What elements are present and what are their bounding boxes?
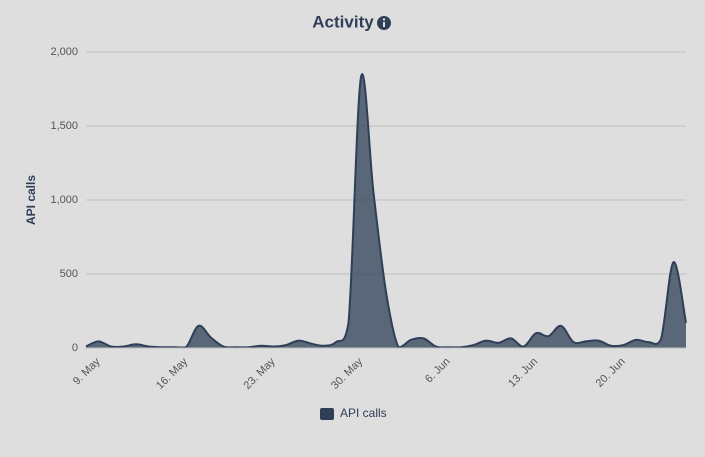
y-axis-title: API calls — [24, 175, 38, 225]
line — [85, 73, 687, 349]
info-dot — [382, 18, 386, 21]
y-tick-label: 1,000 — [50, 194, 78, 206]
info-icon[interactable] — [377, 16, 391, 30]
x-tick-label: 16. May — [154, 355, 191, 392]
legend-label: API calls — [340, 406, 387, 420]
legend-swatch — [320, 408, 334, 420]
area — [86, 74, 686, 349]
x-tick-label: 13. Jun — [506, 356, 540, 390]
chart-title: Activity — [312, 12, 374, 31]
info-stem — [383, 22, 385, 27]
y-tick-label: 1,500 — [50, 120, 78, 132]
y-tick-label: 500 — [60, 268, 78, 280]
y-tick-label: 2,000 — [50, 46, 78, 58]
x-tick-label: 9. May — [71, 355, 103, 387]
y-tick-label: 0 — [72, 342, 78, 354]
x-tick-label: 23. May — [242, 355, 279, 392]
x-tick-label: 30. May — [329, 355, 366, 392]
x-tick-label: 6. Jun — [423, 356, 453, 386]
x-tick-label: 20. Jun — [594, 356, 628, 390]
